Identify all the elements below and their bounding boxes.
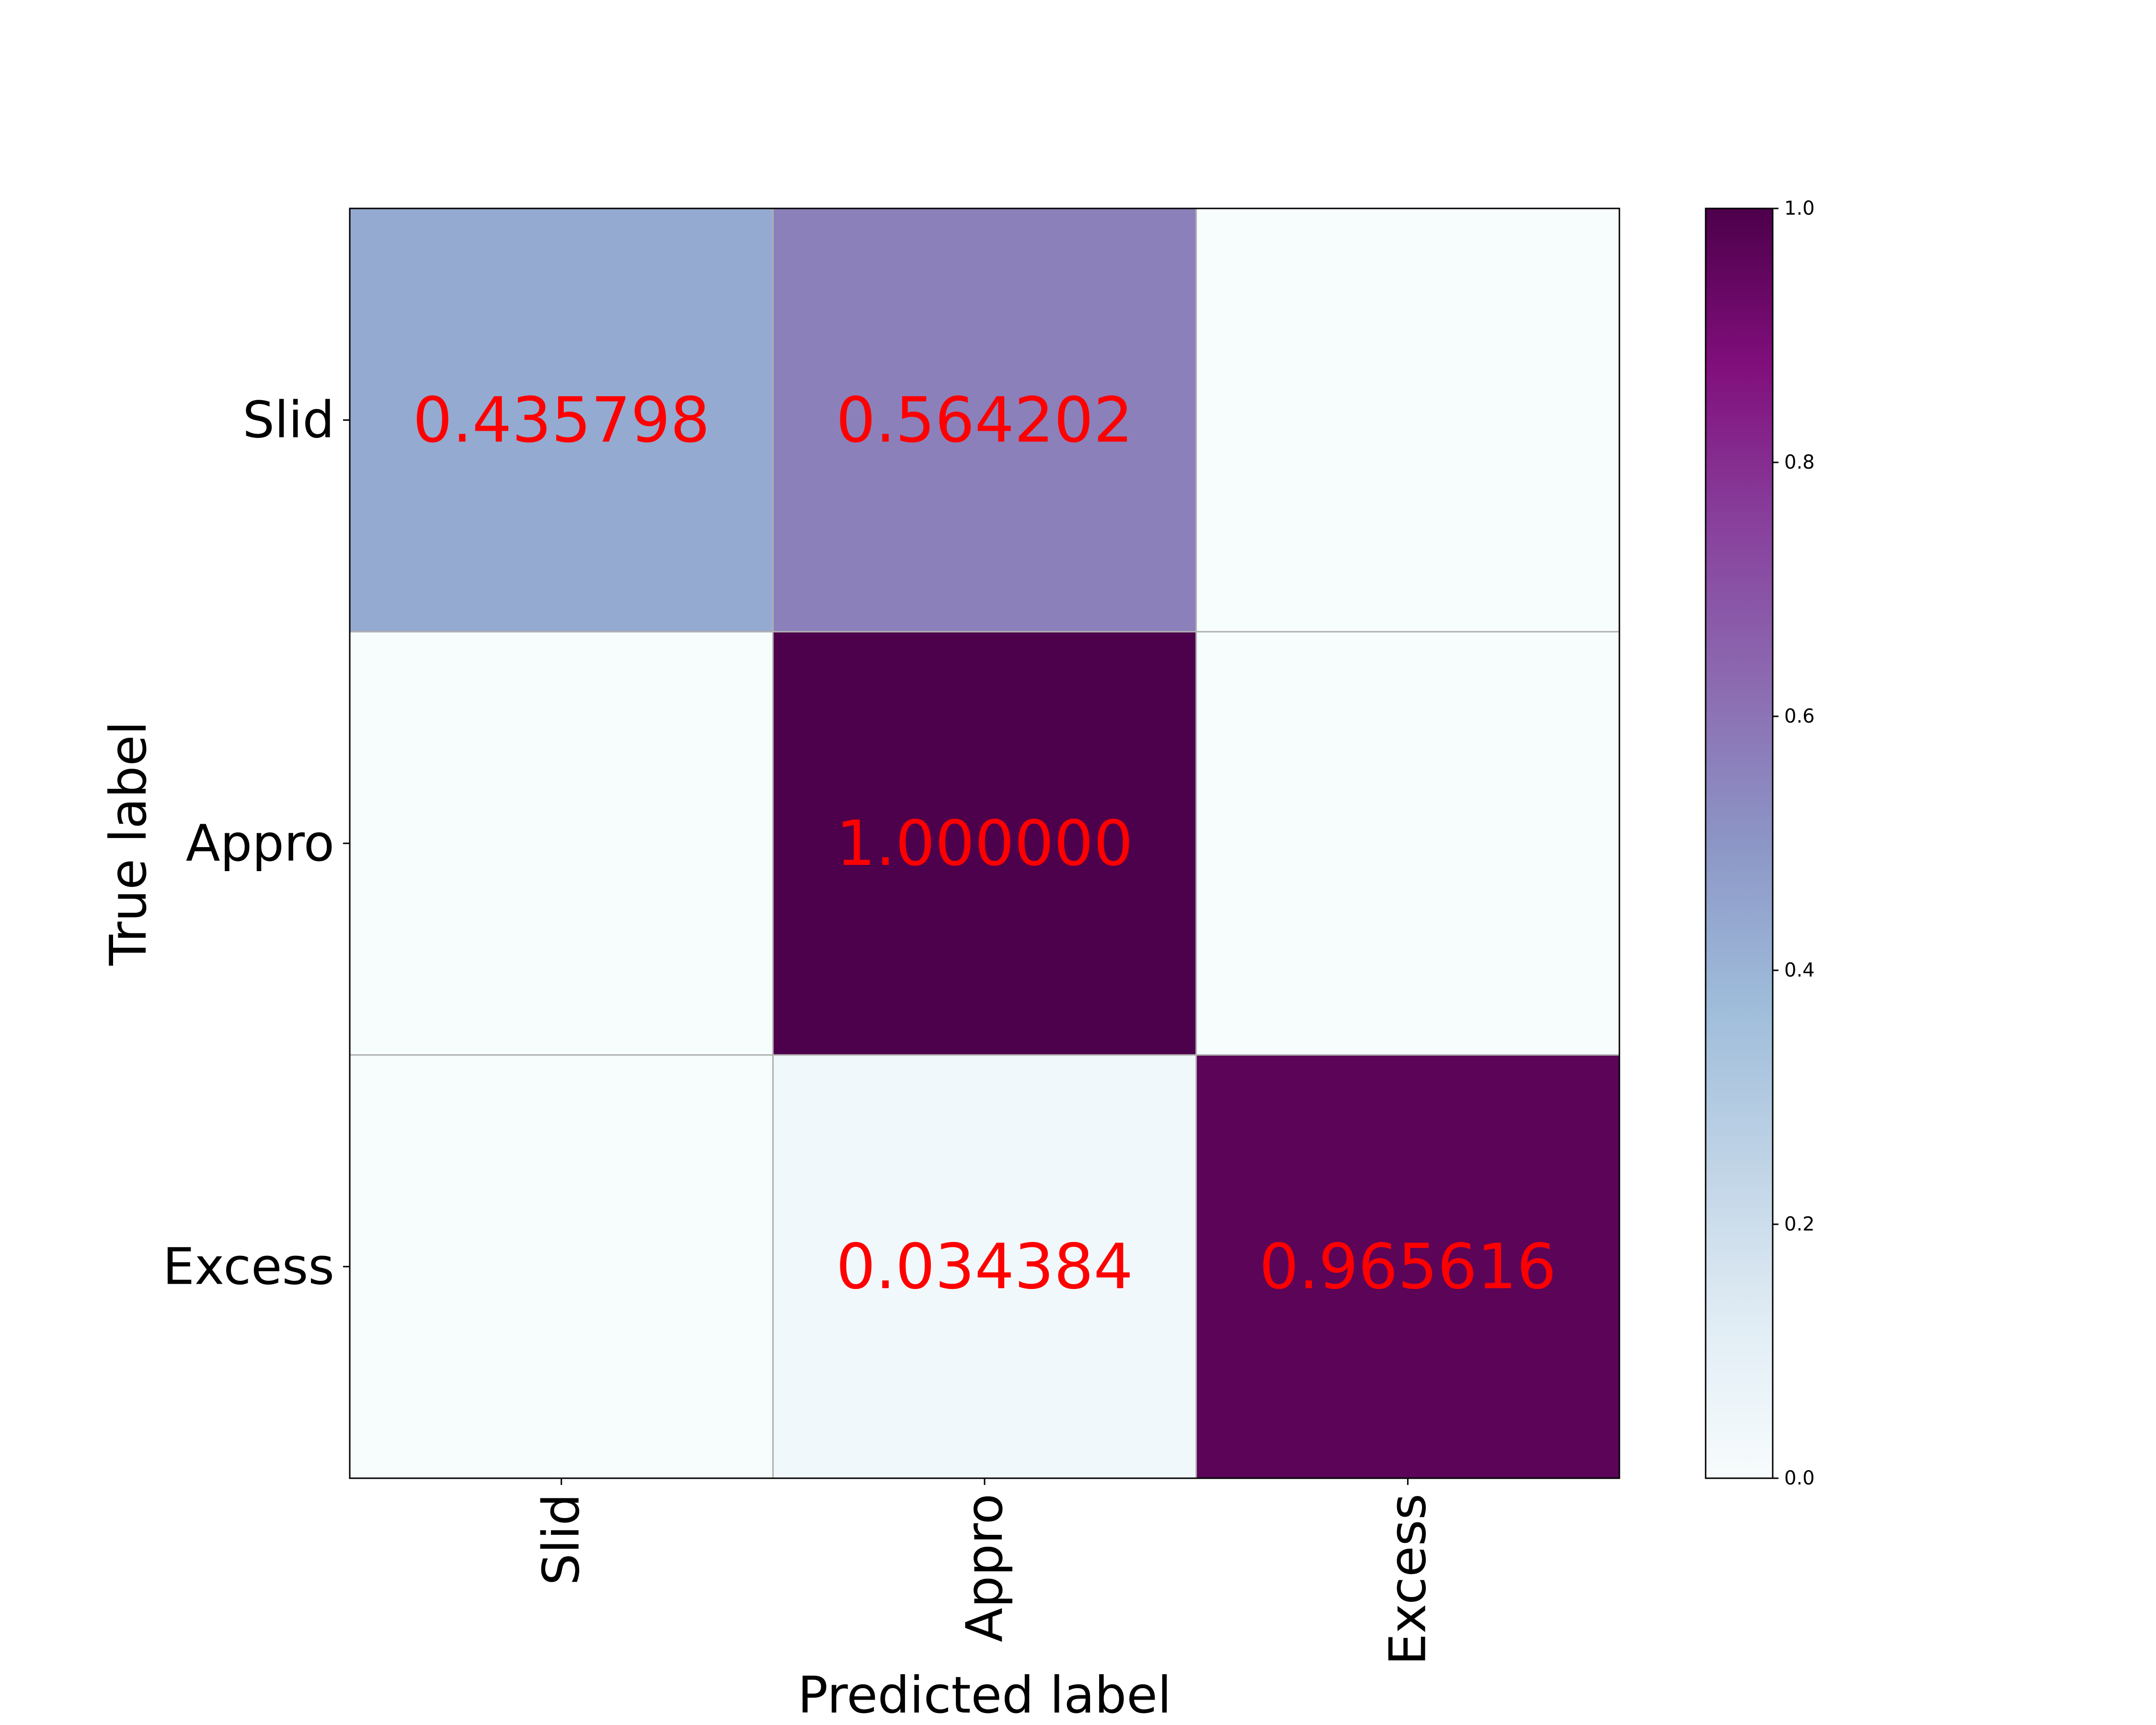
colorbar-tick-label: 0.2 <box>1784 1213 1815 1235</box>
cell-value-label: 0.564202 <box>836 384 1133 457</box>
y-axis-title: True label <box>99 721 158 966</box>
heatmap-cell <box>350 632 773 1055</box>
heatmap-cell <box>1196 1055 1619 1478</box>
cell-value-labels: 0.435798 0.564202 1.000000 0.034384 0.965616 <box>413 384 1557 1303</box>
x-axis-ticks: Slid Appro Excess <box>532 1478 1437 1665</box>
heatmap-cell <box>1196 208 1619 632</box>
heatmap-cell <box>1196 632 1619 1055</box>
cell-gridlines <box>350 208 1619 1478</box>
x-tick-label: Excess <box>1378 1494 1437 1665</box>
y-axis-ticks: Slid Appro Excess <box>163 391 350 1296</box>
heatmap-cell <box>350 1055 773 1478</box>
x-axis-title: Predicted label <box>798 1666 1171 1725</box>
cell-value-label: 0.965616 <box>1259 1230 1556 1303</box>
colorbar-tick-label: 0.6 <box>1784 705 1815 727</box>
cell-value-label: 0.034384 <box>836 1230 1133 1303</box>
colorbar-tick-label: 0.8 <box>1784 451 1815 473</box>
heatmap-cell <box>350 208 773 632</box>
colorbar-tick-label: 0.4 <box>1784 959 1815 981</box>
x-tick-label: Slid <box>532 1494 591 1586</box>
x-tick-label: Appro <box>955 1494 1014 1642</box>
heatmap-cell <box>773 1055 1196 1478</box>
cell-value-label: 0.435798 <box>413 384 710 457</box>
heatmap-cell <box>773 208 1196 632</box>
colorbar-tick-label: 0.0 <box>1784 1467 1815 1489</box>
y-tick-label: Appro <box>186 814 334 873</box>
colorbar-tick-label: 1.0 <box>1784 197 1815 219</box>
y-tick-label: Slid <box>242 391 334 449</box>
heatmap-cells <box>350 208 1619 1478</box>
y-tick-label: Excess <box>163 1237 334 1296</box>
colorbar-ticks: 0.0 0.2 0.4 0.6 0.8 1.0 <box>1773 197 1815 1489</box>
heatmap-cell <box>773 632 1196 1055</box>
cell-value-label: 1.000000 <box>836 807 1133 880</box>
colorbar-gradient-bar <box>1705 207 1774 1479</box>
colorbar: 0.0 0.2 0.4 0.6 0.8 1.0 <box>1705 197 1815 1489</box>
